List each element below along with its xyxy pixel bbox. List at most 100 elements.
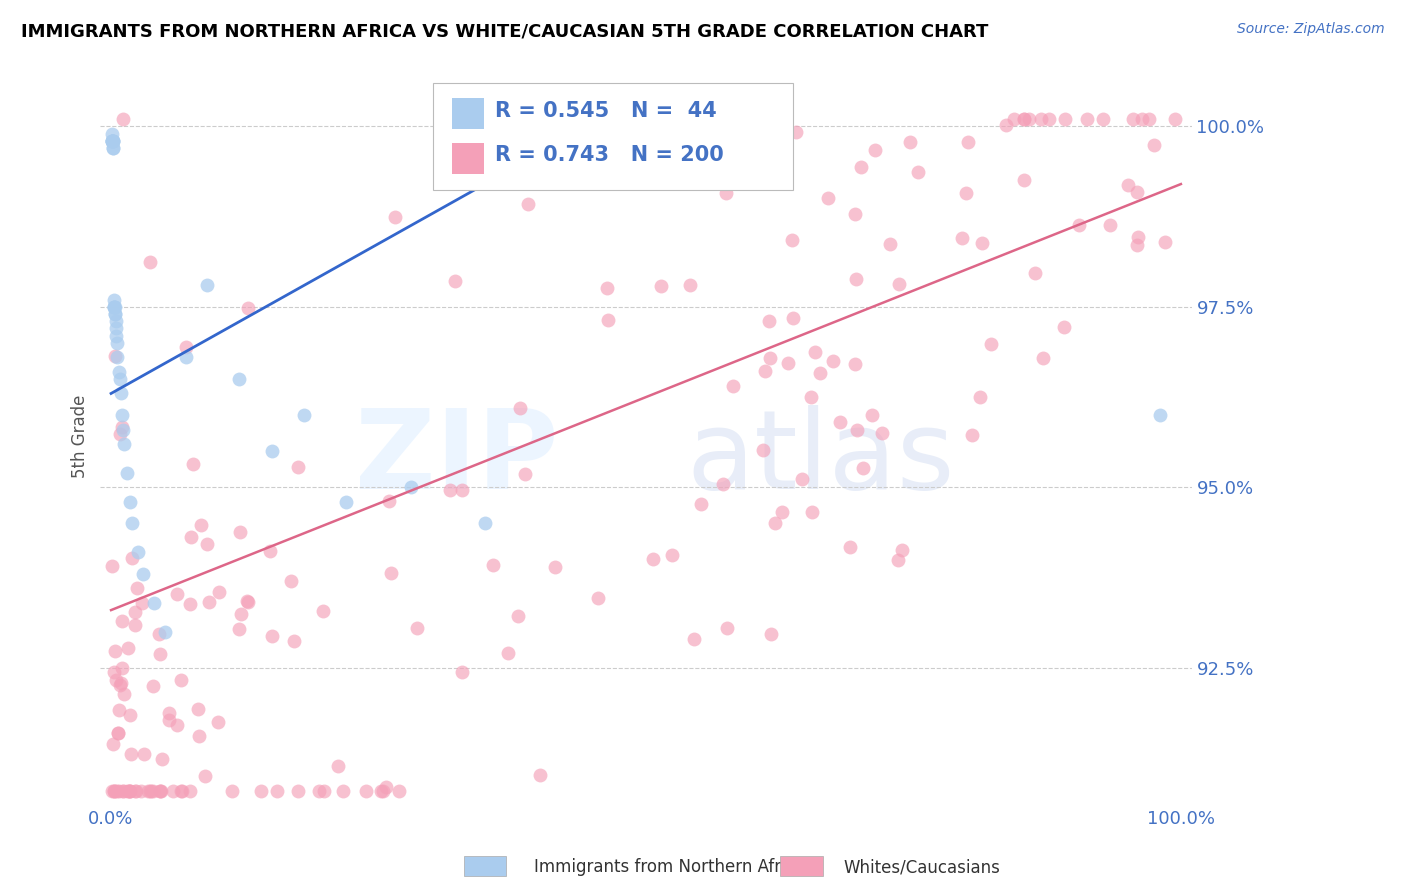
Point: [1099, 218, 1122, 232]
Point: [105, 783, 128, 797]
Point: [474, 516, 496, 531]
Text: IMMIGRANTS FROM NORTHERN AFRICA VS WHITE/CAUCASIAN 5TH GRADE CORRELATION CHART: IMMIGRANTS FROM NORTHERN AFRICA VS WHITE…: [21, 22, 988, 40]
Point: [957, 135, 980, 149]
Point: [758, 314, 780, 328]
Point: [1052, 320, 1074, 334]
Point: [195, 537, 218, 551]
Point: [907, 165, 929, 179]
Point: [179, 597, 201, 611]
Point: [749, 112, 772, 126]
Point: [879, 237, 901, 252]
Point: [661, 548, 683, 562]
Point: [1067, 218, 1090, 232]
Point: [891, 542, 914, 557]
Point: [111, 783, 134, 797]
Point: [124, 783, 146, 797]
Point: [108, 372, 131, 386]
Point: [129, 783, 152, 797]
Point: [860, 408, 883, 422]
Point: [517, 197, 540, 211]
Point: [354, 783, 377, 797]
Point: [374, 780, 396, 794]
Point: [586, 591, 609, 605]
Point: [1012, 173, 1035, 187]
Point: [236, 301, 259, 315]
Point: [101, 134, 124, 148]
Point: [406, 621, 429, 635]
Point: [759, 626, 782, 640]
Point: [287, 460, 309, 475]
Point: [1149, 408, 1171, 422]
Point: [1024, 266, 1046, 280]
Point: [110, 386, 132, 401]
Point: [1002, 112, 1025, 126]
Point: [1032, 351, 1054, 365]
Point: [104, 307, 127, 321]
Text: Source: ZipAtlas.com: Source: ZipAtlas.com: [1237, 22, 1385, 37]
Point: [1130, 112, 1153, 126]
Point: [103, 665, 125, 679]
Point: [132, 747, 155, 761]
Point: [955, 186, 977, 200]
Point: [790, 472, 813, 486]
Point: [838, 540, 860, 554]
Point: [149, 783, 172, 797]
Point: [127, 545, 149, 559]
Point: [103, 300, 125, 314]
Text: ZIP: ZIP: [356, 405, 558, 512]
Point: [844, 357, 866, 371]
Point: [195, 278, 218, 293]
Point: [773, 112, 796, 126]
Point: [103, 134, 125, 148]
Point: [754, 364, 776, 378]
Point: [172, 783, 194, 797]
Point: [105, 673, 128, 688]
Point: [849, 161, 872, 175]
Point: [118, 783, 141, 797]
Point: [103, 134, 125, 148]
Point: [105, 314, 128, 328]
Point: [723, 378, 745, 392]
Point: [105, 328, 128, 343]
Point: [170, 783, 193, 797]
Point: [166, 717, 188, 731]
Point: [969, 390, 991, 404]
Point: [153, 624, 176, 639]
Point: [863, 143, 886, 157]
Point: [972, 236, 994, 251]
Point: [544, 560, 567, 574]
Point: [101, 134, 124, 148]
Point: [111, 420, 134, 434]
Point: [174, 351, 197, 365]
Point: [332, 783, 354, 797]
Point: [780, 233, 803, 247]
Point: [852, 461, 875, 475]
Point: [125, 783, 148, 797]
Point: [960, 427, 983, 442]
Point: [148, 627, 170, 641]
Point: [259, 543, 281, 558]
Point: [378, 494, 401, 508]
Point: [111, 614, 134, 628]
Point: [112, 687, 135, 701]
Point: [980, 336, 1002, 351]
FancyBboxPatch shape: [451, 98, 485, 129]
Point: [120, 747, 142, 761]
Point: [994, 118, 1017, 132]
Point: [716, 621, 738, 635]
Point: [845, 423, 868, 437]
Point: [111, 408, 134, 422]
Point: [250, 783, 273, 797]
Point: [104, 307, 127, 321]
Point: [108, 426, 131, 441]
Point: [111, 783, 134, 797]
Text: Whites/Caucasians: Whites/Caucasians: [844, 858, 1001, 876]
Point: [111, 661, 134, 675]
Point: [312, 605, 335, 619]
Point: [804, 345, 827, 359]
FancyBboxPatch shape: [451, 143, 485, 174]
Point: [1126, 185, 1149, 199]
Point: [759, 351, 782, 366]
Point: [221, 783, 243, 797]
Point: [1143, 137, 1166, 152]
